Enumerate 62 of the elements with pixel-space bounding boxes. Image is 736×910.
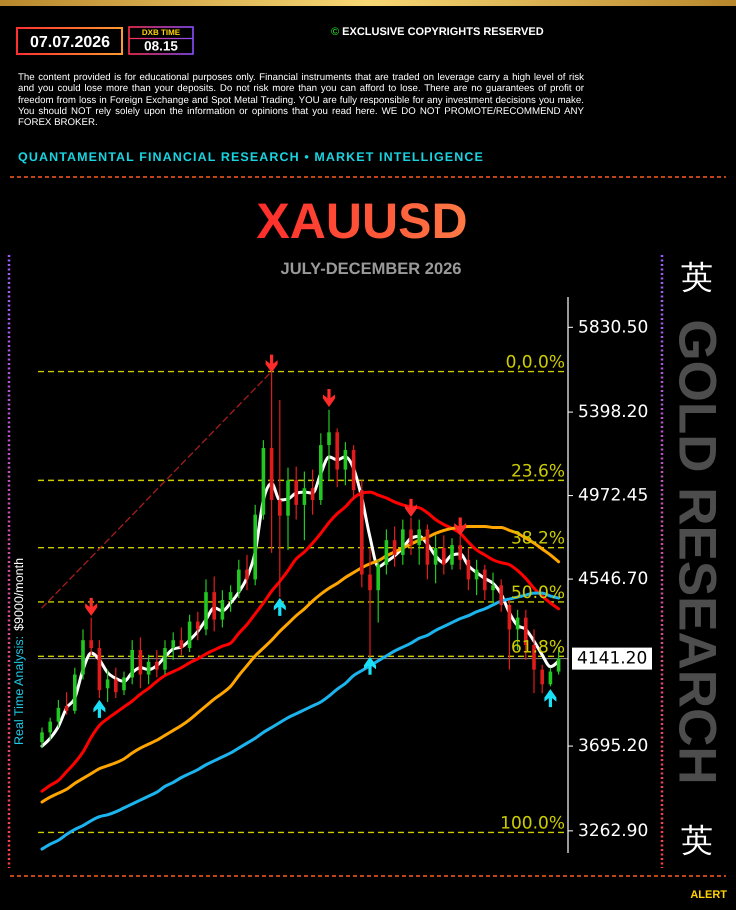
candlestick — [196, 611, 200, 641]
text: 07.07.2026 — [30, 34, 110, 51]
y-tick-label: 4972.45 — [578, 486, 648, 506]
candlestick — [64, 692, 68, 716]
candlestick — [466, 547, 470, 591]
candlestick — [450, 538, 454, 570]
candlestick — [442, 534, 446, 576]
candlestick — [499, 578, 503, 612]
text: 英 — [681, 821, 713, 859]
candlestick — [245, 554, 249, 591]
candlestick — [237, 559, 241, 599]
y-tick-label: 4546.70 — [578, 569, 648, 590]
candlestick — [278, 399, 282, 598]
text: 08.15 — [144, 38, 178, 54]
candlestick — [540, 664, 544, 694]
candlestick — [114, 667, 118, 699]
candlestick — [228, 584, 232, 612]
candlestick — [180, 626, 184, 656]
text: 英 — [681, 258, 713, 296]
y-tick-label: 3695.20 — [578, 736, 648, 756]
candlestick — [548, 667, 552, 687]
candlestick — [310, 468, 314, 516]
candlestick — [458, 534, 462, 570]
candlestick — [368, 547, 372, 658]
text: DXB TIME — [142, 28, 181, 37]
annotation: 23.6% — [510, 461, 565, 482]
candlestick — [491, 572, 495, 604]
candlestick — [155, 649, 159, 678]
text: QUANTAMENTAL FINANCIAL RESEARCH • MARKET INTELLIGENCE — [18, 150, 484, 164]
candlestick — [48, 717, 52, 741]
candlestick — [89, 617, 93, 656]
candlestick — [474, 559, 478, 596]
text: The content provided is for educational purposes only. Financial instruments that are traded on leverage carry a high level of risk and you could lose more than your deposits. Do not risk more than you can afford to lose. There are no guarantees of profit or freedom from loss in Foreign Exchange and Spot Metal Trading. YOU are fully responsible for any investment decisions you make. You should NOT rely solely upon the information or opinions that you read here. WE DO NOT PROMOTE/RECOMMEND ANY FOREX BROKER. — [18, 72, 584, 128]
chart-title: XAUUSD — [256, 193, 468, 249]
candlestick — [122, 670, 126, 696]
chart-subtitle: JULY-DECEMBER 2026 — [280, 260, 462, 278]
ref-line-label: 4141.20 — [577, 648, 648, 669]
candlestick — [417, 518, 421, 566]
candlestick — [344, 442, 348, 486]
y-tick-label: 5398.20 — [578, 402, 648, 422]
candlestick — [483, 564, 487, 601]
candlestick — [302, 470, 306, 541]
candlestick — [171, 632, 175, 660]
candlestick — [163, 640, 167, 676]
candlestick — [434, 534, 438, 584]
candlestick — [106, 669, 110, 703]
candlestick — [220, 590, 224, 628]
text: GOLD RESEARCH — [668, 319, 726, 785]
candlestick — [327, 409, 331, 481]
candlestick — [56, 699, 60, 728]
text: Real Time Analysis: — [12, 636, 26, 745]
candlestick — [40, 726, 44, 749]
text: ALERT — [690, 889, 728, 901]
candlestick — [392, 526, 396, 568]
annotation: 0,0.0% — [506, 352, 565, 373]
text: © EXCLUSIVE COPYRIGHTS RESERVED — [331, 26, 544, 38]
annotation: 100.0% — [500, 813, 565, 834]
y-tick-label: 3262.90 — [578, 820, 648, 841]
text: $9000/month — [12, 558, 26, 631]
candlestick — [409, 517, 413, 556]
candlestick — [146, 654, 150, 685]
y-tick-label: 5830.50 — [578, 317, 648, 338]
